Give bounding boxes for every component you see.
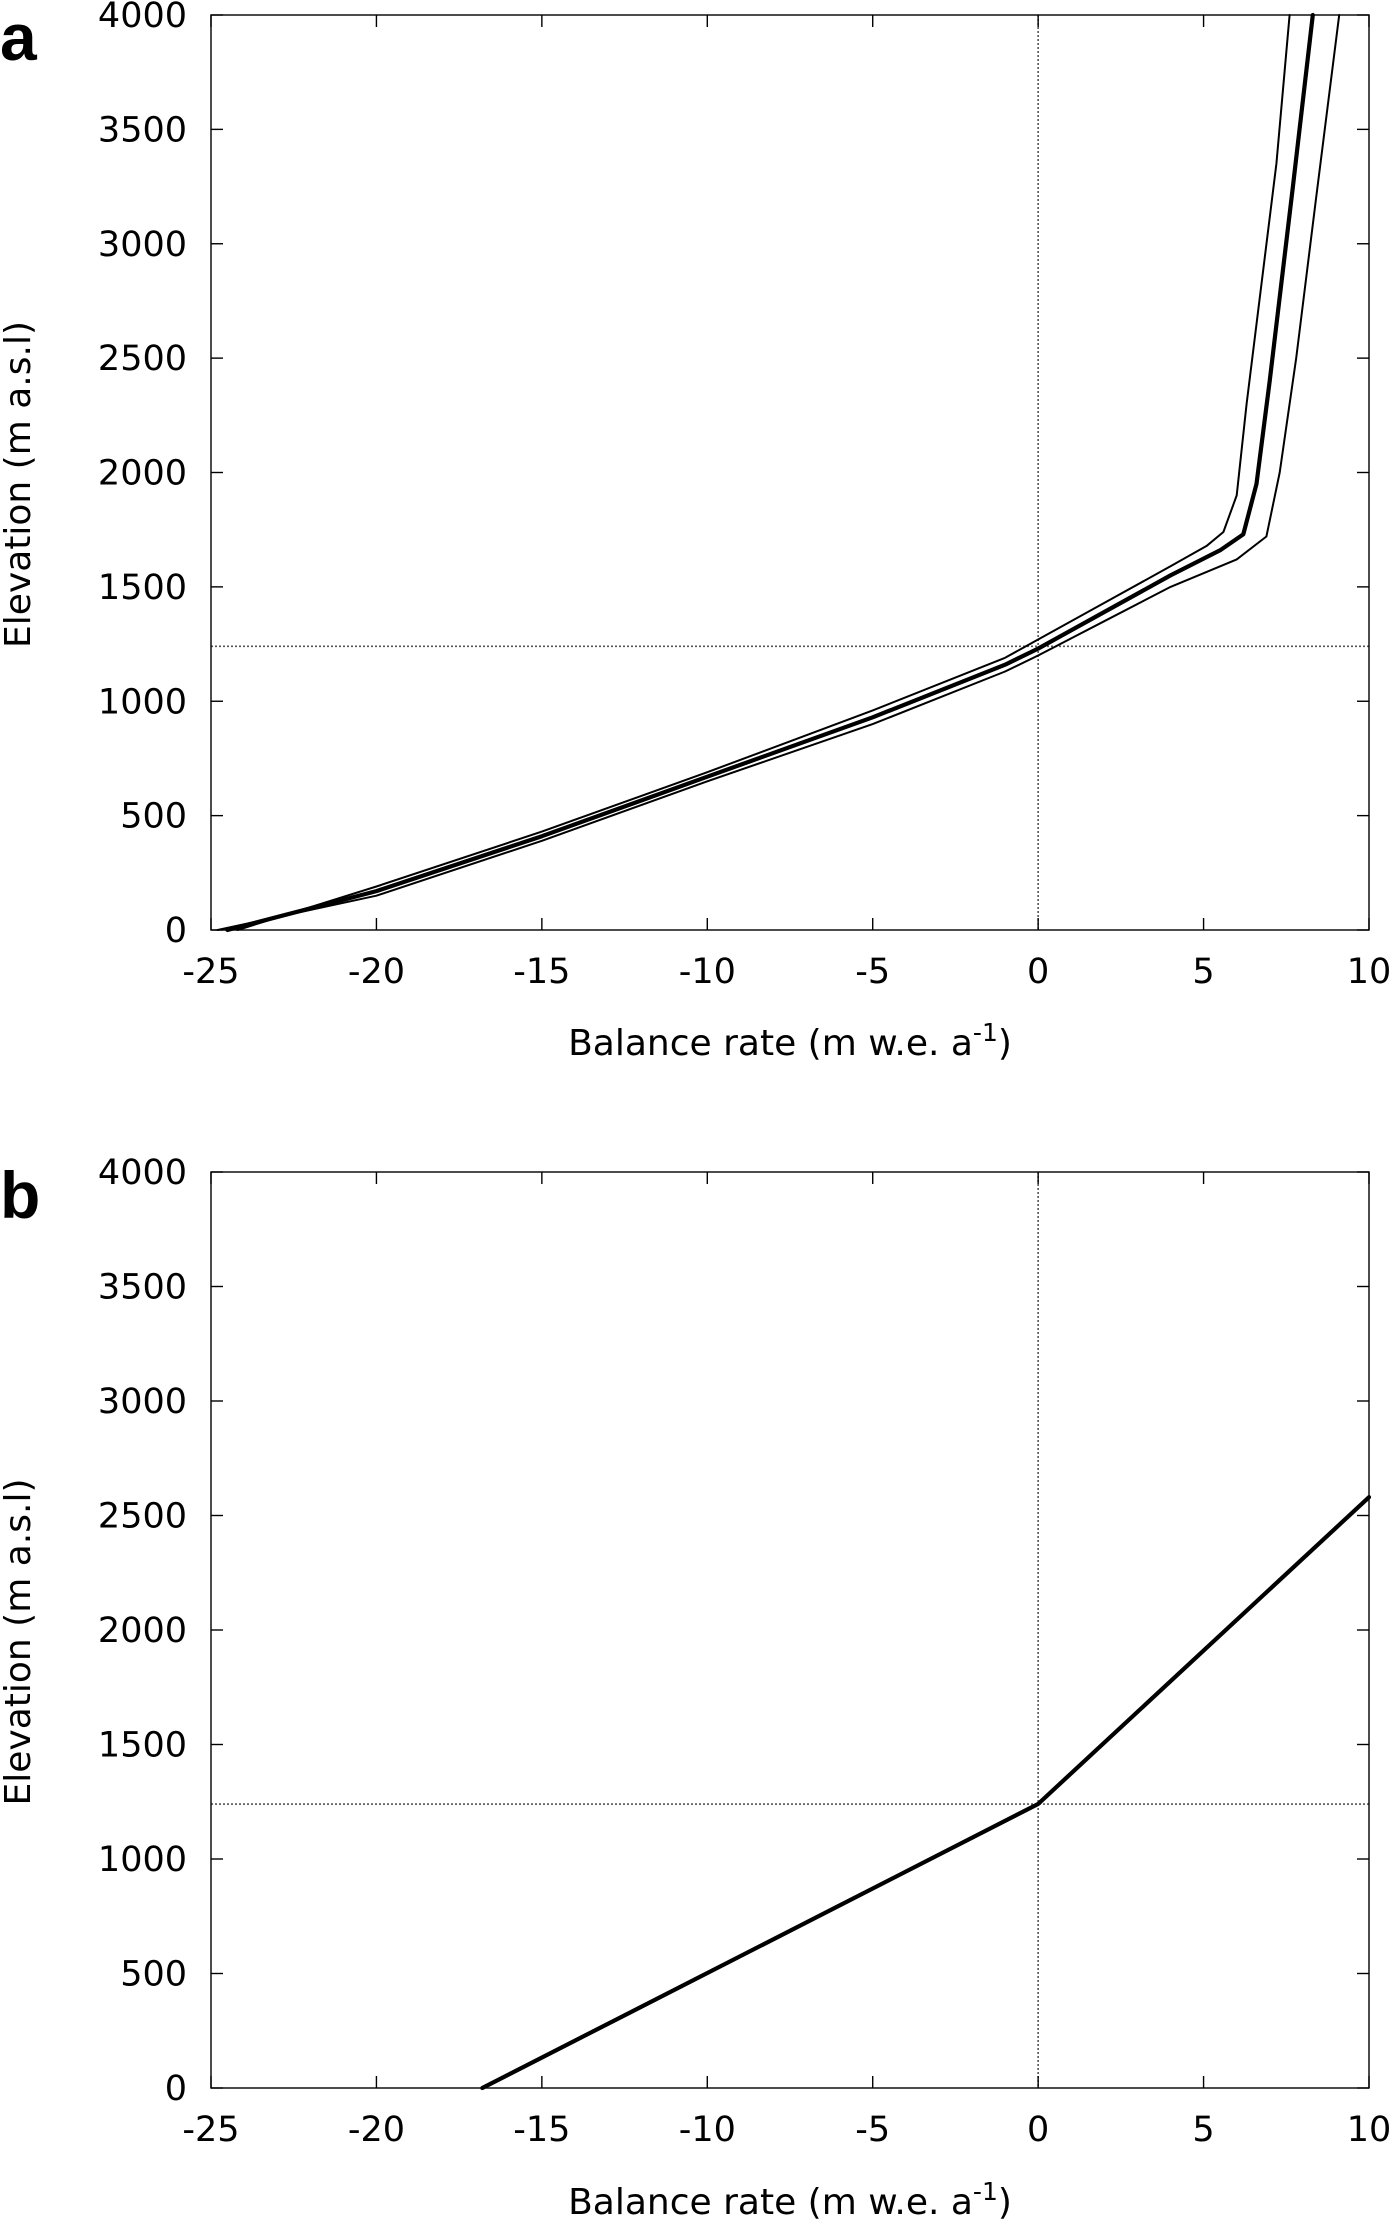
x-tick-label: -20 xyxy=(348,2110,405,2150)
panel-a: -25 -20 -15 -10 -5 0 5 10 0 500 1000 1500 2000 2500 30… xyxy=(0,0,1391,1064)
y-tick-label: 1000 xyxy=(98,682,187,722)
y-tick-label: 0 xyxy=(165,911,187,951)
x-axis-title: Balance rate (m w.e. a-1) xyxy=(568,2177,1012,2223)
x-tick-label: -10 xyxy=(679,952,736,992)
balance-curve-1 xyxy=(236,14,1291,931)
y-tick-label: 1500 xyxy=(98,568,187,608)
x-tick-label: 0 xyxy=(1027,952,1049,992)
y-tick-label: 1000 xyxy=(98,1840,187,1880)
x-tick-label: 10 xyxy=(1347,2110,1392,2150)
y-tick-label: 3000 xyxy=(98,225,187,265)
y-tick-label: 2500 xyxy=(98,339,187,379)
x-tick-label: -20 xyxy=(348,952,405,992)
x-tick-label: -15 xyxy=(513,2110,570,2150)
x-tick-label: -5 xyxy=(855,2110,890,2150)
y-tick-label: 2000 xyxy=(98,454,187,494)
y-tick-label: 500 xyxy=(120,1955,187,1995)
panel-b: -25 -20 -15 -10 -5 0 5 10 0 500 1000 1500 2000 2500 30… xyxy=(0,1153,1391,2223)
y-tick-label: 4000 xyxy=(98,1153,187,1193)
y-tick-label: 3500 xyxy=(98,110,187,150)
balance-curve-3 xyxy=(216,14,1341,931)
y-tick-label: 1500 xyxy=(98,1726,187,1766)
y-tick-label: 0 xyxy=(165,2069,187,2109)
x-axis-title: Balance rate (m w.e. a-1) xyxy=(568,1018,1012,1064)
y-axis-title: Elevation (m a.s.l) xyxy=(0,1479,39,1806)
panel-label: a xyxy=(0,0,38,74)
y-tick-label: 4000 xyxy=(98,0,187,36)
y-tick-label: 2000 xyxy=(98,1611,187,1651)
x-tick-label: 5 xyxy=(1192,2110,1214,2150)
x-tick-label: 5 xyxy=(1192,952,1214,992)
plot-frame xyxy=(210,14,1370,931)
x-tick-label: -25 xyxy=(182,2110,239,2150)
y-tick-label: 3000 xyxy=(98,1382,187,1422)
panel-label: b xyxy=(0,1158,40,1232)
y-axis-title: Elevation (m a.s.l) xyxy=(0,321,39,648)
y-tick-label: 3500 xyxy=(98,1268,187,1308)
plot-frame xyxy=(210,1171,1370,2089)
x-tick-label: -15 xyxy=(513,952,570,992)
x-tick-label: 10 xyxy=(1347,952,1392,992)
x-tick-label: -25 xyxy=(182,952,239,992)
x-tick-label: -5 xyxy=(855,952,890,992)
x-tick-label: 0 xyxy=(1027,2110,1049,2150)
x-tick-label: -10 xyxy=(679,2110,736,2150)
balance-curve-2 xyxy=(225,12,1315,933)
y-tick-label: 500 xyxy=(120,797,187,837)
y-tick-label: 2500 xyxy=(98,1497,187,1537)
balance-curve-1 xyxy=(480,1495,1372,2091)
